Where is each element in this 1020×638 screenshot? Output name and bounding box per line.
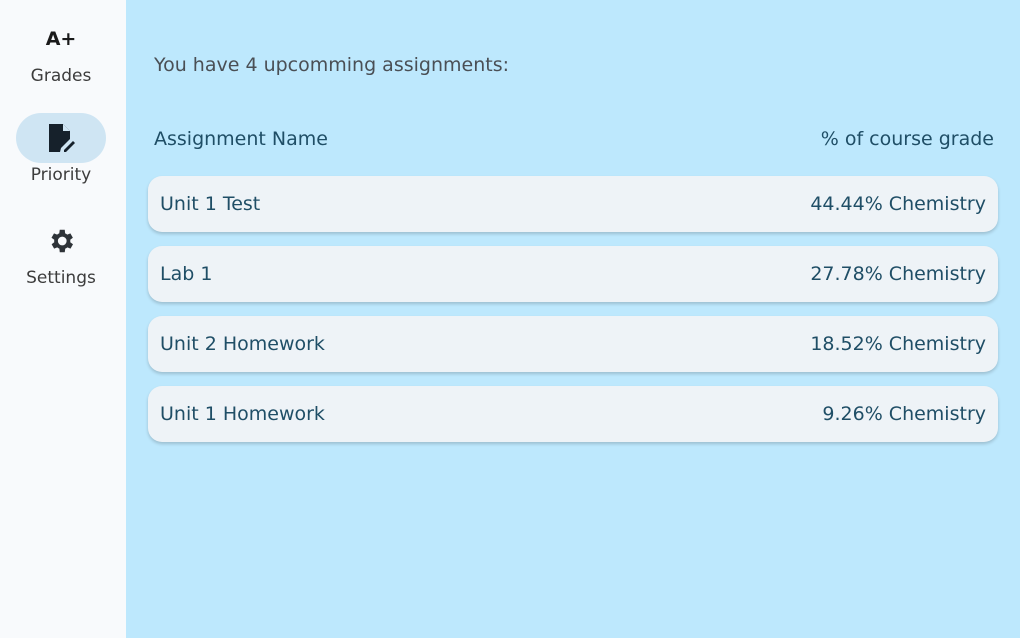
- assignment-row[interactable]: Unit 2 Homework 18.52% Chemistry: [148, 316, 998, 372]
- column-header-name: Assignment Name: [154, 128, 328, 150]
- assignment-row[interactable]: Unit 1 Test 44.44% Chemistry: [148, 176, 998, 232]
- assignment-row[interactable]: Unit 1 Homework 9.26% Chemistry: [148, 386, 998, 442]
- sidebar: A+ Grades Priority Settings: [0, 0, 126, 638]
- sidebar-item-settings[interactable]: Settings: [0, 216, 122, 288]
- assignment-percent: 9.26% Chemistry: [822, 403, 986, 425]
- column-header-percent: % of course grade: [820, 128, 994, 150]
- sidebar-item-priority[interactable]: Priority: [0, 113, 122, 185]
- assignment-percent: 18.52% Chemistry: [810, 333, 986, 355]
- sidebar-item-label: Priority: [30, 165, 92, 185]
- upcoming-summary: You have 4 upcomming assignments:: [154, 54, 509, 76]
- edit-document-icon: [49, 124, 75, 152]
- grade-a-plus-icon: A+: [45, 28, 77, 50]
- sidebar-item-grades[interactable]: A+ Grades: [0, 14, 122, 86]
- sidebar-item-label: Grades: [30, 66, 92, 86]
- assignment-percent: 44.44% Chemistry: [810, 193, 986, 215]
- assignment-percent: 27.78% Chemistry: [810, 263, 986, 285]
- gear-icon: [51, 229, 73, 253]
- assignment-row[interactable]: Lab 1 27.78% Chemistry: [148, 246, 998, 302]
- main-content: You have 4 upcomming assignments: Assign…: [126, 0, 1020, 638]
- sidebar-item-label: Settings: [26, 268, 96, 288]
- assignment-name: Unit 1 Test: [160, 193, 261, 215]
- assignment-name: Lab 1: [160, 263, 213, 285]
- assignment-name: Unit 1 Homework: [160, 403, 325, 425]
- assignment-name: Unit 2 Homework: [160, 333, 325, 355]
